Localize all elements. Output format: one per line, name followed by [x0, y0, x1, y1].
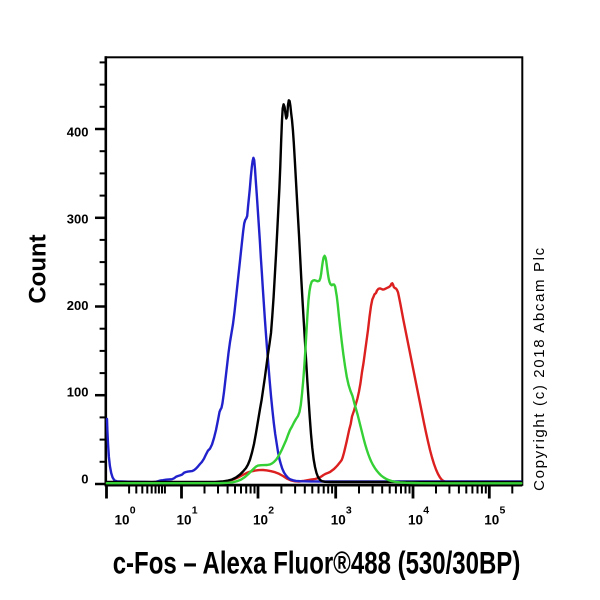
svg-text:2: 2 — [268, 505, 274, 517]
svg-text:10: 10 — [331, 513, 346, 528]
svg-text:0: 0 — [130, 505, 136, 517]
svg-text:c-Fos – Alexa Fluor®488 (530/3: c-Fos – Alexa Fluor®488 (530/30BP) — [113, 545, 521, 580]
svg-text:0: 0 — [81, 471, 88, 486]
svg-text:10: 10 — [115, 513, 130, 528]
svg-text:4: 4 — [423, 505, 429, 517]
svg-text:100: 100 — [67, 385, 89, 400]
svg-text:10: 10 — [484, 513, 499, 528]
svg-text:5: 5 — [500, 505, 506, 517]
svg-text:200: 200 — [67, 298, 89, 313]
svg-text:10: 10 — [253, 513, 268, 528]
svg-text:300: 300 — [67, 211, 89, 226]
svg-text:3: 3 — [346, 505, 352, 517]
svg-text:400: 400 — [67, 125, 89, 140]
svg-text:10: 10 — [408, 513, 423, 528]
svg-text:1: 1 — [192, 505, 198, 517]
svg-text:Count: Count — [24, 234, 51, 303]
svg-text:Copyright (c) 2018 Abcam Plc: Copyright (c) 2018 Abcam Plc — [531, 246, 548, 491]
svg-text:10: 10 — [177, 513, 192, 528]
